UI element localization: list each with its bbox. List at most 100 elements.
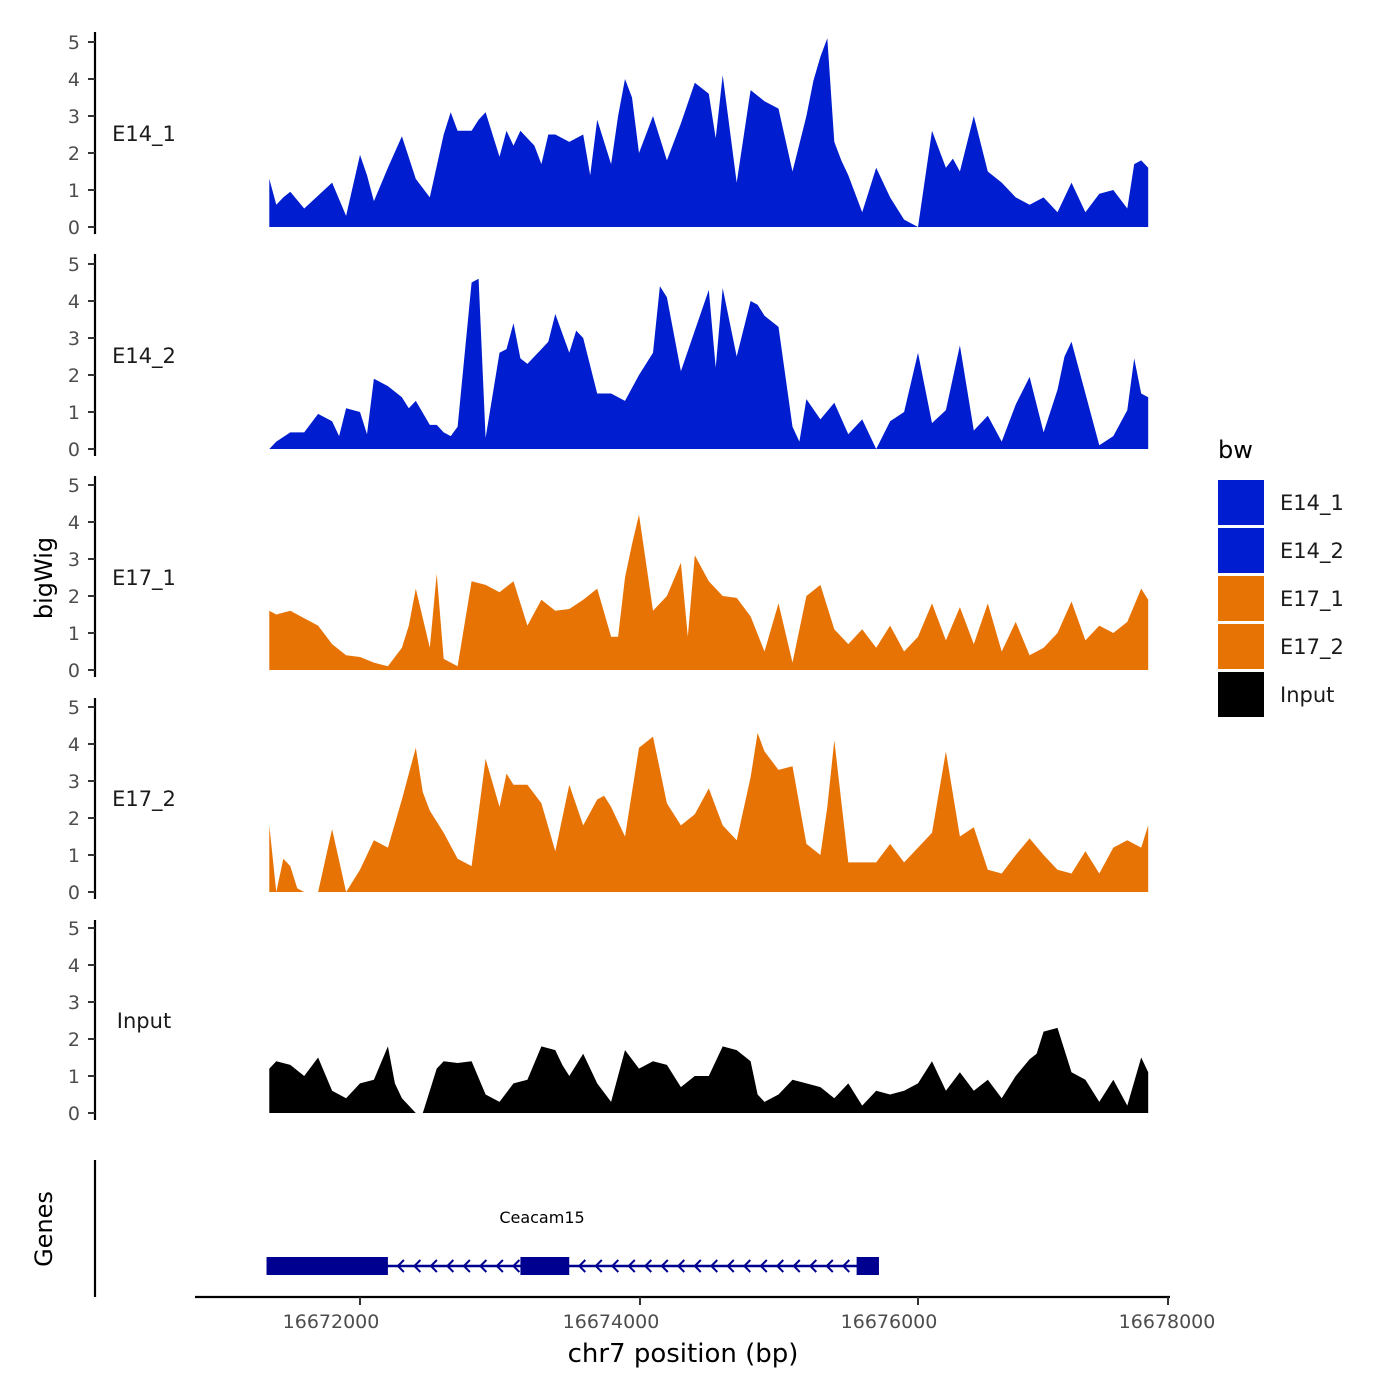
y-axis-e17-1: 0 1 2 3 4 5 <box>68 475 97 682</box>
coverage-area-e17-2 <box>269 732 1149 892</box>
legend-swatch-e17-1 <box>1218 576 1264 621</box>
legend-label-e17-2: E17_2 <box>1280 635 1344 660</box>
legend-label-input: Input <box>1280 683 1334 707</box>
y-axis-e17-2: 0 1 2 3 4 5 <box>68 697 97 904</box>
gene-exon <box>520 1257 570 1275</box>
strand-chevron <box>511 1259 521 1273</box>
coverage-area-e14-1 <box>269 38 1149 227</box>
strand-chevron <box>726 1259 735 1273</box>
coverage-area-path-e14-2 <box>269 278 1149 449</box>
coverage-area-path-input <box>269 1027 1149 1113</box>
y-tick-label: 2 <box>68 586 80 608</box>
strand-chevron <box>429 1259 438 1273</box>
y-tick-label: 5 <box>68 475 80 497</box>
y-tick-label: 3 <box>68 771 80 793</box>
y-tick-label: 2 <box>68 143 80 165</box>
track-label-e17-1: E17_1 <box>112 566 176 591</box>
gene-exon <box>856 1257 879 1275</box>
y-tick-label: 3 <box>68 992 80 1014</box>
strand-chevron <box>693 1259 702 1273</box>
y-axis-e14-1: 0 1 2 3 4 5 <box>68 32 97 239</box>
coverage-area-path-e17-1 <box>269 514 1149 670</box>
legend-swatch-input <box>1218 672 1264 717</box>
coverage-area-path-e17-2 <box>269 732 1149 892</box>
y-tick-label: 5 <box>68 697 80 719</box>
track-input: 0 1 2 3 4 5 Input <box>68 918 1149 1125</box>
coverage-area-e14-2 <box>269 278 1149 449</box>
strand-chevron <box>396 1259 405 1273</box>
strand-chevron <box>412 1259 422 1273</box>
x-tick-label: 16672000 <box>283 1311 380 1333</box>
y-tick-label: 4 <box>68 734 80 756</box>
legend-label-e14-1: E14_1 <box>1280 491 1344 516</box>
strand-chevron <box>478 1259 488 1273</box>
legend-swatch-e14-1 <box>1218 480 1264 525</box>
strand-chevron <box>627 1259 636 1273</box>
coverage-area-input <box>269 1027 1149 1113</box>
legend: bw E14_1 E14_2 E17_1 E17_2 Input <box>1218 436 1344 717</box>
strand-chevron <box>709 1259 719 1273</box>
coverage-area-path-e14-1 <box>269 38 1149 227</box>
y-tick-label: 4 <box>68 291 80 313</box>
track-label-e14-2: E14_2 <box>112 344 176 369</box>
strand-chevron <box>495 1259 504 1273</box>
legend-label-e17-1: E17_1 <box>1280 587 1344 612</box>
genes-panel: Genes Ceacam15 <box>30 1160 879 1297</box>
strand-chevron <box>841 1259 851 1273</box>
x-axis: 16672000 16674000 16676000 16678000 chr7… <box>195 1295 1216 1369</box>
y-tick-label: 5 <box>68 918 80 940</box>
track-e14-1: 0 1 2 3 4 5 E14_1 <box>68 32 1149 239</box>
strand-chevron <box>462 1259 471 1273</box>
y-tick-label: 1 <box>68 845 80 867</box>
y-tick-label: 1 <box>68 402 80 424</box>
strand-chevron <box>808 1259 818 1273</box>
x-axis-title: chr7 position (bp) <box>568 1339 799 1369</box>
track-e17-2: 0 1 2 3 4 5 E17_2 <box>68 697 1149 904</box>
gene-model-ceacam15 <box>266 1257 879 1275</box>
legend-swatch-e17-2 <box>1218 624 1264 669</box>
y-tick-label: 0 <box>68 882 80 904</box>
legend-swatch-e14-2 <box>1218 528 1264 573</box>
track-label-input: Input <box>117 1009 171 1033</box>
strand-chevron <box>742 1259 752 1273</box>
track-e17-1: 0 1 2 3 4 5 E17_1 <box>68 475 1149 682</box>
y-tick-label: 4 <box>68 955 80 977</box>
y-tick-label: 3 <box>68 549 80 571</box>
y-tick-label: 0 <box>68 660 80 682</box>
y-tick-label: 1 <box>68 623 80 645</box>
track-e14-2: 0 1 2 3 4 5 E14_2 <box>68 254 1149 461</box>
track-label-e17-2: E17_2 <box>112 787 176 812</box>
y-axis-title: bigWig <box>30 537 58 619</box>
y-tick-label: 0 <box>68 217 80 239</box>
strand-chevron <box>643 1259 653 1273</box>
strand-chevron <box>577 1259 587 1273</box>
strand-chevron <box>610 1259 620 1273</box>
y-tick-label: 3 <box>68 106 80 128</box>
gene-label-ceacam15: Ceacam15 <box>499 1208 584 1227</box>
y-tick-label: 4 <box>68 69 80 91</box>
strand-chevron <box>676 1259 686 1273</box>
x-tick-label: 16678000 <box>1119 1311 1216 1333</box>
y-tick-label: 3 <box>68 328 80 350</box>
strand-chevron <box>792 1259 801 1273</box>
strand-chevron <box>825 1259 834 1273</box>
strand-chevron <box>775 1259 785 1273</box>
y-tick-label: 1 <box>68 1066 80 1088</box>
y-tick-label: 5 <box>68 254 80 276</box>
coverage-area-e17-1 <box>269 514 1149 670</box>
y-tick-label: 1 <box>68 180 80 202</box>
genes-panel-title: Genes <box>30 1191 58 1267</box>
y-tick-label: 5 <box>68 32 80 54</box>
track-label-e14-1: E14_1 <box>112 122 176 147</box>
y-tick-label: 2 <box>68 1029 80 1051</box>
strand-chevron <box>759 1259 768 1273</box>
y-axis-input: 0 1 2 3 4 5 <box>68 918 97 1125</box>
x-tick-label: 16674000 <box>563 1311 660 1333</box>
y-tick-label: 4 <box>68 512 80 534</box>
y-axis-e14-2: 0 1 2 3 4 5 <box>68 254 97 461</box>
strand-chevron <box>594 1259 603 1273</box>
x-tick-label: 16676000 <box>841 1311 938 1333</box>
legend-title: bw <box>1218 436 1253 464</box>
y-tick-label: 2 <box>68 365 80 387</box>
